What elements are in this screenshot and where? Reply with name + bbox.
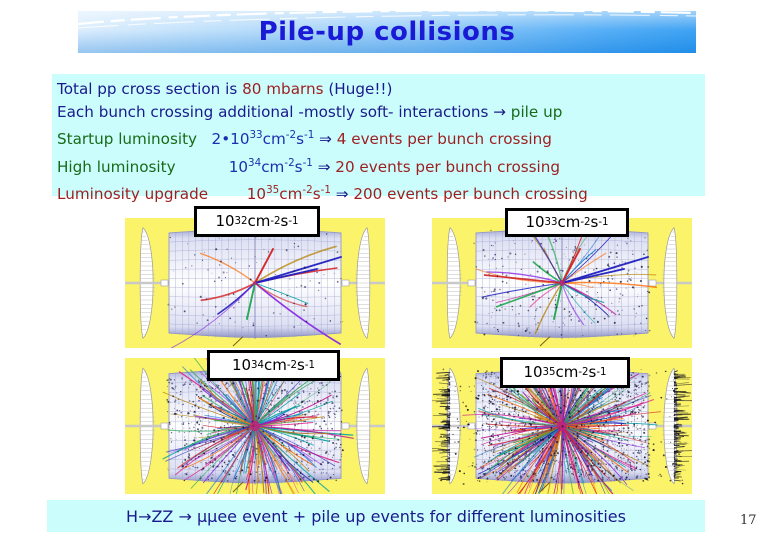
line2-arrow-icon: → [493, 103, 506, 122]
line3-arrow-icon: ⇒ [319, 130, 332, 149]
line4-label: High luminosity [57, 157, 176, 176]
lumi-4-units-s: s [588, 363, 597, 381]
lumi-3-units-s-exp: -1 [304, 359, 316, 371]
caption-part1: H [126, 506, 139, 526]
caption-part2: ZZ [151, 506, 179, 526]
line5-unit-cm-exp: -2 [302, 183, 313, 196]
page-number: 17 [740, 513, 757, 528]
detector-event-display-sparse [125, 227, 385, 348]
caption-arrow2-icon: → [178, 506, 192, 526]
lumi-4-base: 10 [523, 363, 543, 381]
line4-exponent: 34 [248, 156, 262, 169]
lumi-2-units-cm: cm [557, 213, 581, 231]
line4-value: 10 [228, 157, 249, 176]
detector-event-display-heavy [125, 358, 385, 494]
event-display-panel-1e35 [432, 358, 692, 494]
lumi-3-units-cm: cm [264, 356, 287, 374]
line5-unit-s-exp: -1 [320, 183, 331, 196]
line1-part1: Total pp cross section is [57, 80, 243, 98]
lumi-4-units-cm: cm [555, 363, 579, 381]
line3-label: Startup luminosity [57, 130, 198, 149]
lumi-3-units-cm-exp: -2 [286, 359, 298, 371]
line1-cross-section-value: 80 mbarns [242, 80, 324, 98]
event-display-panel-1e32 [125, 218, 385, 348]
line5-unit-s: s [312, 185, 321, 203]
line4-unit-cm-exp: -2 [284, 156, 295, 169]
detector-event-display-light [432, 218, 692, 347]
lumi-3-units-s: s [297, 356, 305, 374]
lumi-1-units-cm-exp: -2 [270, 215, 281, 227]
line5-unit-cm: cm [279, 185, 303, 203]
line3-unit-cm-exp: -2 [285, 129, 297, 142]
lumi-1-units-cm: cm [247, 212, 271, 230]
line4-result: 20 events per bunch crossing [335, 157, 561, 176]
lumi-1-units-s-exp: -1 [288, 215, 299, 227]
caption-arrow1-icon: → [138, 506, 152, 526]
line3-value: 2•10 [211, 130, 250, 149]
bullet-line-2: Each bunch crossing additional -mostly s… [57, 101, 705, 124]
lumi-1-exp: 32 [234, 215, 248, 227]
title-swoosh-decoration [78, 11, 696, 29]
lumi-2-units-s-exp: -1 [598, 216, 609, 228]
caption-bar: H→ZZ → μμee event + pile up events for d… [47, 500, 705, 532]
lumi-2-units-s: s [590, 213, 599, 231]
line4-unit-s: s [294, 157, 303, 176]
slide-title-bar: Pile-up collisions [78, 11, 696, 53]
lumi-4-units-s-exp: -1 [596, 366, 607, 378]
line3-unit-s-exp: -1 [304, 129, 315, 142]
bullet-line-1: Total pp cross section is 80 mbarns (Hug… [57, 78, 705, 101]
line4-arrow-icon: ⇒ [317, 157, 331, 176]
bullet-line-4: High luminosity 1034cm-2s-1 ⇒ 20 events … [57, 152, 705, 179]
lumi-4-exp: 35 [542, 366, 556, 378]
lumi-1-base: 10 [215, 212, 235, 230]
luminosity-label-1e32: 10 32 cm -2 s -1 [194, 206, 320, 237]
lumi-4-units-cm-exp: -2 [578, 366, 589, 378]
line5-value: 10 [246, 185, 267, 203]
lumi-3-exp: 34 [251, 359, 265, 371]
page-title: Pile-up collisions [258, 17, 516, 47]
line1-part3: (Huge!!) [323, 80, 393, 98]
luminosity-label-1e35: 10 35 cm -2 s -1 [500, 357, 630, 388]
lumi-2-base: 10 [525, 213, 545, 231]
caption-part3: μμee event + pile up events for differen… [191, 506, 626, 526]
line4-unit-s-exp: -1 [302, 156, 313, 169]
line2-part1: Each bunch crossing additional -mostly s… [57, 103, 494, 122]
line3-unit-cm: cm [262, 130, 286, 149]
line5-exponent: 35 [266, 183, 280, 196]
line3-result: 4 events per bunch crossing [336, 130, 552, 149]
line2-pileup-label: pile up [505, 103, 563, 122]
lumi-3-base: 10 [231, 356, 252, 374]
line5-result: 200 events per bunch crossing [353, 185, 588, 203]
event-display-panel-1e33 [432, 218, 692, 348]
line4-unit-cm: cm [261, 157, 285, 176]
caption-text: H→ZZ → μμee event + pile up events for d… [126, 507, 626, 526]
line5-arrow-icon: ⇒ [335, 185, 349, 203]
title-bar-gradient-overlay [78, 11, 696, 53]
luminosity-label-1e33: 10 33 cm -2 s -1 [505, 208, 629, 237]
line3-exponent: 33 [249, 129, 263, 142]
line5-label: Luminosity upgrade [57, 185, 209, 203]
lumi-2-exp: 33 [544, 216, 558, 228]
line3-unit-s: s [296, 130, 305, 149]
lumi-2-units-cm-exp: -2 [580, 216, 591, 228]
bullet-text-box: Total pp cross section is 80 mbarns (Hug… [52, 74, 705, 203]
lumi-1-units-s: s [280, 212, 289, 230]
bullet-line-5: Luminosity upgrade 1035cm-2s-1 ⇒ 200 eve… [57, 179, 705, 206]
bullet-line-3: Startup luminosity 2•1033cm-2s-1 ⇒ 4 eve… [57, 124, 705, 151]
luminosity-label-1e34: 10 34 cm -2 s -1 [207, 350, 340, 381]
